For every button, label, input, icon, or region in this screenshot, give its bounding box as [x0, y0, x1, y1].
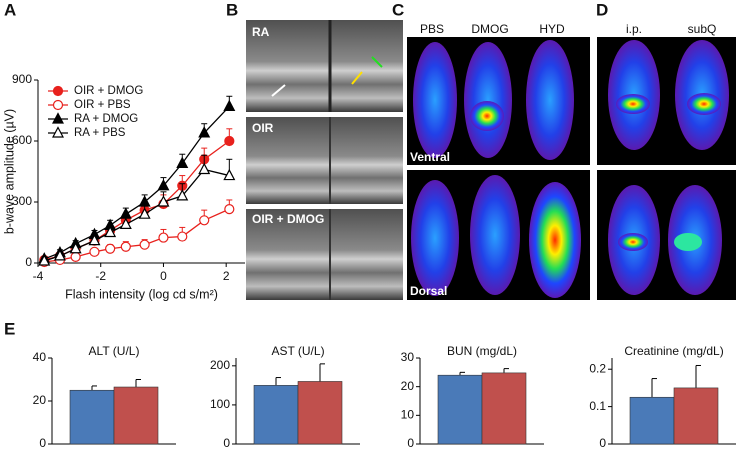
data-point — [177, 231, 188, 242]
data-point — [176, 189, 189, 201]
y-tick-label: 0 — [599, 436, 606, 450]
y-tick-label: 0.2 — [589, 361, 606, 375]
data-point — [104, 225, 117, 238]
data-point — [120, 241, 131, 252]
column-label: HYD — [539, 22, 565, 36]
y-tick-label: 100 — [210, 397, 230, 411]
column-label: DMOG — [471, 22, 508, 36]
image-label: Ventral — [410, 150, 450, 164]
legend-marker — [52, 85, 64, 97]
data-point — [158, 232, 169, 243]
data-point — [224, 135, 235, 147]
chart-title: AST (U/L) — [271, 344, 324, 358]
y-tick-label: 600 — [12, 133, 32, 147]
legend-marker — [52, 112, 64, 124]
chart-title: ALT (U/L) — [89, 344, 140, 358]
data-point — [88, 233, 101, 246]
data-point — [119, 217, 132, 229]
y-axis-label: b-wave amplitude (µV) — [2, 109, 16, 234]
data-point — [70, 251, 81, 262]
data-point — [199, 215, 210, 226]
bar — [113, 386, 159, 445]
data-point — [198, 126, 211, 138]
legend-label: OIR + DMOG — [74, 85, 143, 97]
data-point — [223, 99, 236, 112]
bar — [297, 381, 343, 445]
legend-marker — [52, 99, 64, 111]
chart-title: Creatinine (mg/dL) — [624, 344, 723, 358]
bioluminescence-c — [407, 37, 590, 300]
data-point — [138, 207, 151, 219]
x-tick-label: 2 — [223, 269, 230, 283]
panel-label: E — [4, 319, 15, 338]
bioluminescence-d — [597, 37, 736, 300]
legend-label: RA + DMOG — [74, 113, 138, 125]
panel-label: B — [226, 0, 238, 19]
y-tick-label: 300 — [12, 194, 32, 208]
series-line — [44, 105, 230, 260]
data-point — [157, 195, 170, 207]
data-point — [38, 254, 51, 266]
bar — [253, 385, 299, 445]
data-point — [139, 239, 150, 250]
panel-label: A — [4, 0, 16, 19]
y-tick-label: 0 — [407, 436, 414, 450]
y-tick-label: 0.1 — [589, 399, 606, 413]
data-point — [223, 168, 236, 181]
y-tick-label: 0 — [39, 436, 46, 450]
y-tick-label: 10 — [401, 408, 415, 422]
data-point — [105, 243, 116, 254]
legend-label: OIR + PBS — [74, 99, 131, 111]
image-label: RA — [252, 25, 270, 39]
column-label: subQ — [688, 22, 717, 36]
image-label: OIR — [252, 121, 274, 135]
bar — [673, 387, 719, 445]
legend-label: RA + PBS — [74, 127, 126, 139]
x-tick-label: 0 — [160, 269, 167, 283]
data-point — [157, 178, 170, 191]
y-tick-label: 200 — [210, 358, 230, 372]
panel-label: D — [596, 0, 608, 19]
bar — [437, 374, 483, 445]
data-point — [89, 246, 100, 257]
legend-marker — [52, 126, 64, 138]
column-label: PBS — [420, 22, 444, 36]
image-label: Dorsal — [410, 284, 447, 298]
y-tick-label: 30 — [401, 350, 415, 364]
data-point — [138, 195, 151, 207]
image-label: OIR + DMOG — [252, 212, 324, 226]
data-point — [176, 156, 189, 168]
y-tick-label: 20 — [401, 379, 415, 393]
y-tick-label: 20 — [33, 393, 47, 407]
y-tick-label: 40 — [33, 350, 47, 364]
column-label: i.p. — [626, 22, 642, 36]
x-tick-label: -2 — [95, 269, 106, 283]
oct-images — [246, 20, 403, 300]
bar — [629, 396, 675, 445]
chart-title: BUN (mg/dL) — [447, 344, 517, 358]
y-tick-label: 900 — [12, 72, 32, 86]
bar — [69, 389, 115, 445]
data-point — [69, 241, 82, 254]
panel-label: C — [392, 0, 404, 19]
y-tick-label: 0 — [25, 255, 32, 269]
y-tick-label: 0 — [223, 436, 230, 450]
data-point — [224, 204, 235, 215]
bar — [481, 372, 527, 445]
x-tick-label: -4 — [33, 269, 44, 283]
data-point — [53, 249, 66, 261]
x-axis-label: Flash intensity (log cd s/m²) — [65, 287, 218, 301]
data-point — [198, 162, 211, 175]
